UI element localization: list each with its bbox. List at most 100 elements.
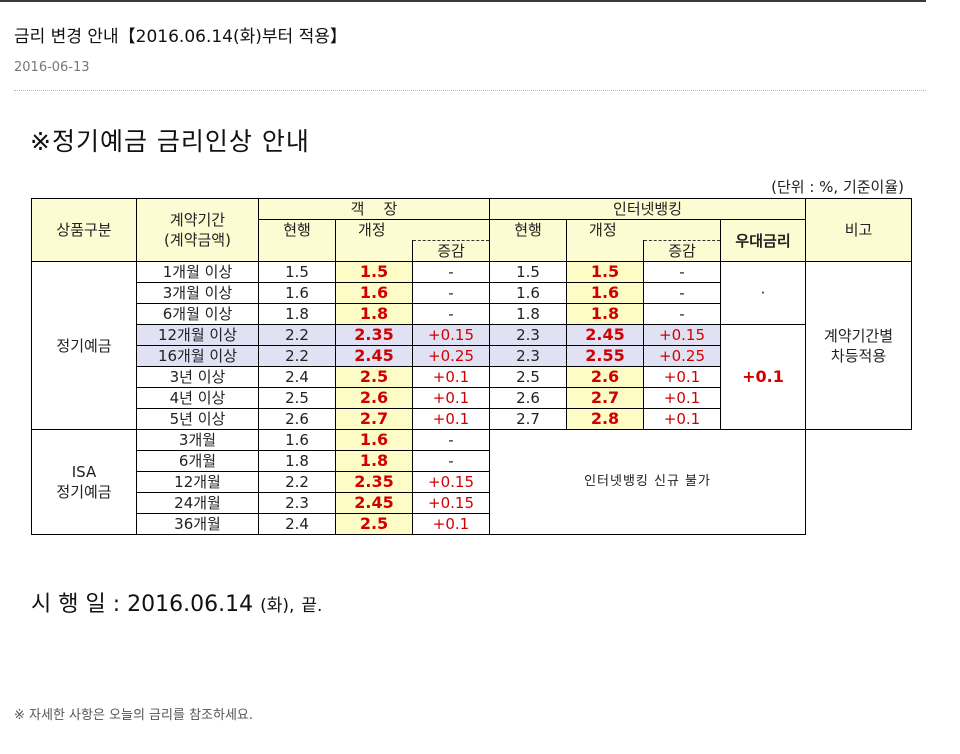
branch-change: +0.1: [411, 408, 491, 430]
internet-change: +0.1: [643, 387, 722, 409]
period-cell: 6개월 이상: [136, 303, 259, 325]
branch-current: 2.5: [258, 387, 336, 409]
branch-revised: 2.6: [335, 387, 413, 409]
header-product: 상품구분: [31, 198, 137, 262]
header-period: 계약기간 (계약금액): [136, 198, 259, 262]
remark-cell: 계약기간별 차등적용: [805, 261, 913, 430]
remark-line1: 계약기간별: [824, 326, 894, 345]
internet-current: 2.3: [489, 324, 568, 346]
branch-change: +0.25: [411, 345, 491, 367]
branch-revised: 2.45: [335, 345, 413, 367]
branch-current: 2.2: [258, 345, 336, 367]
post-title: 금리 변경 안내【2016.06.14(화)부터 적용】: [14, 27, 347, 47]
branch-change: +0.15: [411, 492, 491, 514]
period-cell: 12개월 이상: [136, 324, 259, 346]
branch-change: -: [411, 303, 491, 325]
branch-current: 2.3: [258, 492, 336, 514]
branch-change: +0.1: [411, 387, 491, 409]
internet-change: +0.15: [643, 324, 722, 346]
branch-current: 2.6: [258, 408, 336, 430]
branch-revised: 2.7: [335, 408, 413, 430]
branch-change: +0.15: [411, 324, 491, 346]
internet-not-available: 인터넷뱅킹 신규 불가: [489, 429, 807, 535]
period-cell: 16개월 이상: [136, 345, 259, 367]
footnote: ※ 자세한 사항은 오늘의 금리를 참조하세요.: [14, 708, 254, 723]
internet-change: +0.1: [643, 366, 722, 388]
internet-change: -: [643, 303, 722, 325]
unit-note: (단위 : %, 기준이율): [771, 178, 904, 196]
branch-change: +0.1: [411, 366, 491, 388]
internet-current: 2.6: [489, 387, 568, 409]
branch-revised: 1.6: [335, 429, 413, 451]
branch-current: 2.4: [258, 366, 336, 388]
internet-revised: 2.55: [566, 345, 645, 367]
header-remark: 비고: [805, 198, 913, 262]
branch-revised: 2.45: [335, 492, 413, 514]
internet-change: +0.1: [643, 408, 722, 430]
header-branch-revised: 개정: [334, 219, 490, 241]
branch-current: 1.6: [258, 429, 336, 451]
internet-current: 1.5: [489, 261, 568, 283]
header-internet-revised-blank: [566, 240, 645, 262]
header-internet-current: 현행: [489, 219, 568, 262]
effective-date-label: 시 행 일 : 2016.06.14: [31, 592, 254, 617]
internet-revised: 2.6: [566, 366, 645, 388]
header-branch-change: 증감: [411, 240, 491, 262]
group-label-isa-line1: ISA: [71, 463, 97, 481]
internet-current: 1.8: [489, 303, 568, 325]
branch-revised: 2.5: [335, 366, 413, 388]
branch-change: -: [411, 429, 491, 451]
internet-change: -: [643, 261, 722, 283]
branch-revised: 1.8: [335, 450, 413, 472]
header-period-line2: (계약금액): [164, 231, 231, 249]
internet-change: +0.25: [643, 345, 722, 367]
preferential-short: ·: [720, 261, 807, 325]
internet-current: 2.7: [489, 408, 568, 430]
branch-revised: 1.5: [335, 261, 413, 283]
header-period-line1: 계약기간: [169, 211, 226, 229]
branch-change: -: [411, 282, 491, 304]
group-label-deposit: 정기예금: [31, 261, 137, 430]
period-cell: 3개월 이상: [136, 282, 259, 304]
branch-current: 2.2: [258, 324, 336, 346]
group-label-isa-line2: 정기예금: [56, 483, 112, 501]
branch-revised: 2.35: [335, 324, 413, 346]
internet-revised: 2.45: [566, 324, 645, 346]
period-cell: 36개월: [136, 513, 259, 535]
effective-end: 끝.: [301, 596, 323, 616]
branch-current: 1.6: [258, 282, 336, 304]
branch-change: +0.1: [411, 513, 491, 535]
branch-current: 1.8: [258, 450, 336, 472]
internet-revised: 1.6: [566, 282, 645, 304]
branch-current: 1.5: [258, 261, 336, 283]
period-cell: 1개월 이상: [136, 261, 259, 283]
remark-line2: 차등적용: [830, 346, 887, 365]
header-preferential: 우대금리: [720, 219, 807, 262]
branch-change: -: [411, 261, 491, 283]
header-internet-revised: 개정: [566, 219, 722, 241]
period-cell: 3개월: [136, 429, 259, 451]
header-branch-current: 현행: [258, 219, 336, 262]
internet-current: 2.3: [489, 345, 568, 367]
internet-current: 2.5: [489, 366, 568, 388]
internet-revised: 2.8: [566, 408, 645, 430]
branch-current: 2.2: [258, 471, 336, 493]
period-cell: 24개월: [136, 492, 259, 514]
branch-change: +0.15: [411, 471, 491, 493]
rate-table: 상품구분 계약기간 (계약금액) 객 장 인터넷뱅킹 비고 현행 개정 현행 개…: [31, 198, 913, 535]
preferential-long: +0.1: [720, 324, 807, 430]
period-cell: 12개월: [136, 471, 259, 493]
period-cell: 3년 이상: [136, 366, 259, 388]
internet-revised: 2.7: [566, 387, 645, 409]
header-branch: 객 장: [257, 198, 491, 220]
period-cell: 5년 이상: [136, 408, 259, 430]
header-internet-change: 증감: [643, 240, 722, 262]
internet-revised: 1.5: [566, 261, 645, 283]
top-divider: [0, 0, 926, 2]
branch-revised: 2.5: [335, 513, 413, 535]
branch-revised: 2.35: [335, 471, 413, 493]
group-label-isa: ISA 정기예금: [31, 429, 137, 535]
header-internet: 인터넷뱅킹: [489, 198, 807, 220]
period-cell: 4년 이상: [136, 387, 259, 409]
internet-change: -: [643, 282, 722, 304]
